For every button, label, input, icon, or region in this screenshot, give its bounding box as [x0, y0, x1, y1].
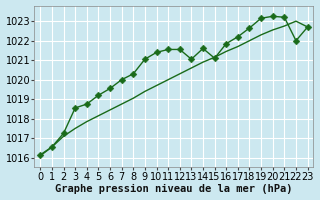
X-axis label: Graphe pression niveau de la mer (hPa): Graphe pression niveau de la mer (hPa) [55, 184, 293, 194]
